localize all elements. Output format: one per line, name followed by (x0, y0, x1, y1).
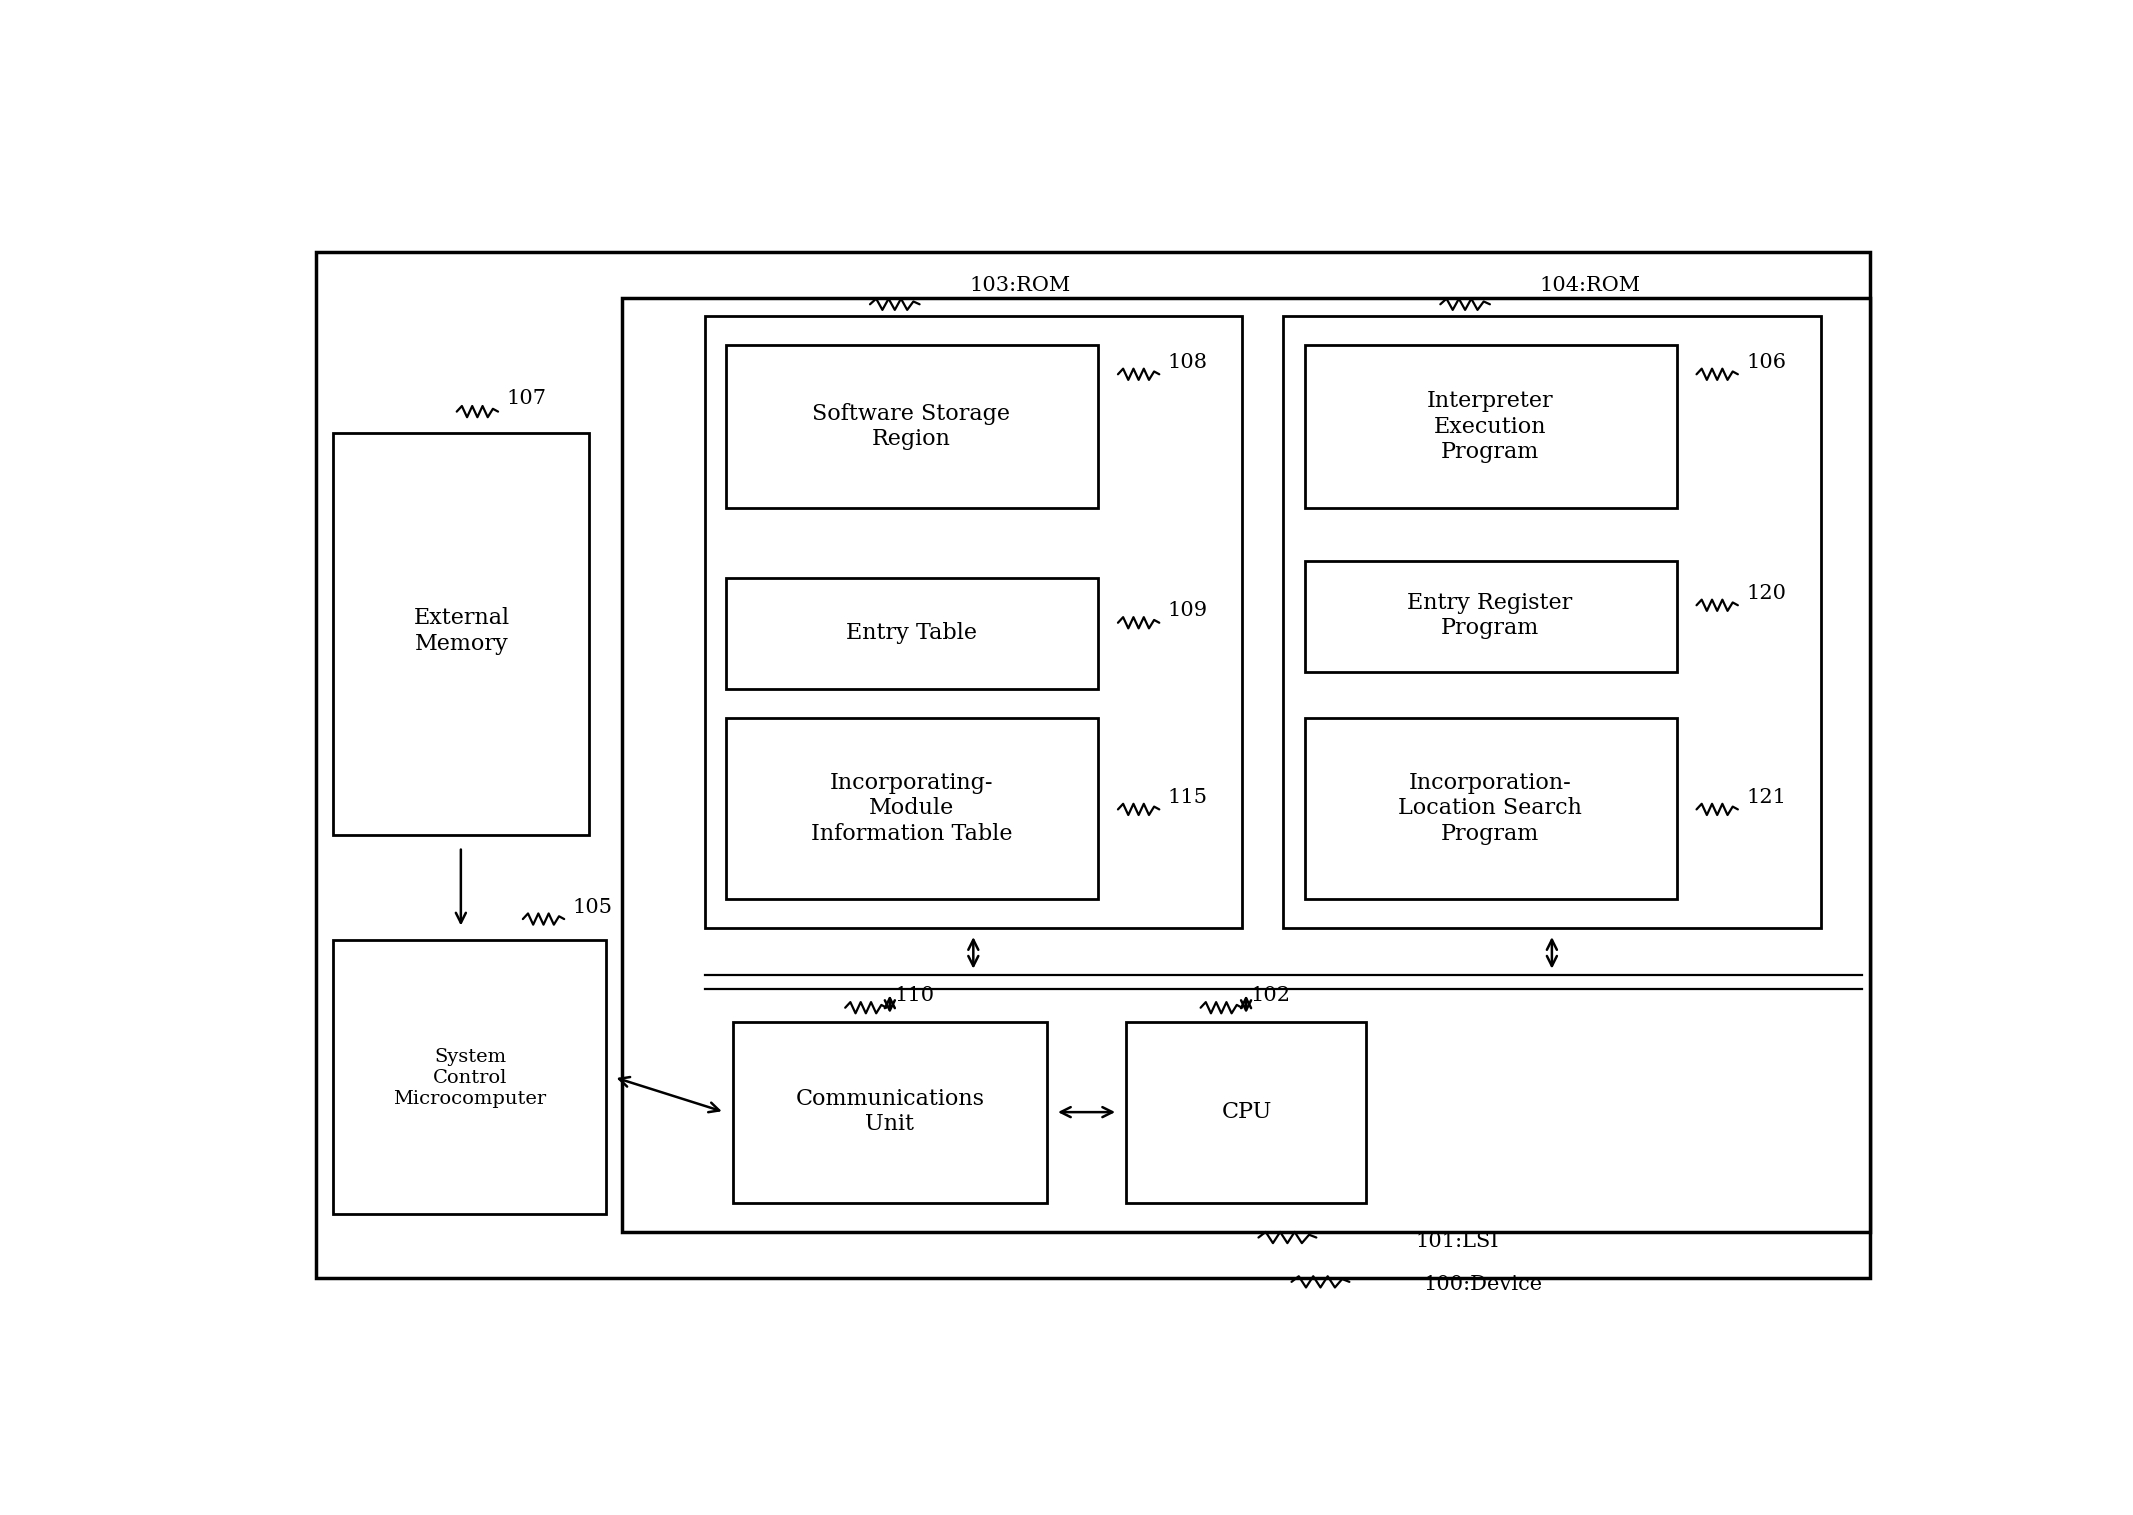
Bar (734, 1021, 1047, 1203)
Text: External
Memory: External Memory (414, 608, 510, 654)
Text: 100:Device: 100:Device (1425, 1274, 1542, 1294)
Bar (333, 939, 606, 1214)
Text: 106: 106 (1747, 353, 1785, 373)
Bar (1305, 561, 1677, 671)
Text: 108: 108 (1167, 353, 1207, 373)
Bar (1305, 345, 1677, 509)
Text: 104:ROM: 104:ROM (1540, 276, 1640, 295)
Text: 102: 102 (1250, 986, 1290, 1006)
Text: Communications
Unit: Communications Unit (796, 1088, 983, 1135)
Text: Entry Table: Entry Table (847, 623, 977, 644)
Text: Incorporation-
Location Search
Program: Incorporation- Location Search Program (1397, 771, 1583, 845)
Text: 107: 107 (506, 389, 546, 408)
Bar (1126, 1021, 1365, 1203)
Text: 101:LSI: 101:LSI (1416, 1232, 1499, 1250)
Text: 103:ROM: 103:ROM (968, 276, 1071, 295)
Text: Entry Register
Program: Entry Register Program (1408, 592, 1572, 639)
Text: 105: 105 (572, 898, 612, 917)
Bar (623, 298, 1871, 1232)
Bar (316, 251, 1871, 1279)
Bar (725, 718, 1098, 900)
Bar (1284, 317, 1822, 929)
Text: 110: 110 (896, 986, 934, 1006)
Bar (725, 345, 1098, 509)
Text: 121: 121 (1747, 788, 1785, 807)
Text: CPU: CPU (1222, 1100, 1271, 1123)
Bar (1305, 718, 1677, 900)
Bar (333, 433, 589, 835)
Text: Interpreter
Execution
Program: Interpreter Execution Program (1427, 391, 1553, 464)
Text: System
Control
Microcomputer: System Control Microcomputer (392, 1048, 546, 1107)
Text: 109: 109 (1167, 601, 1207, 621)
Text: Incorporating-
Module
Information Table: Incorporating- Module Information Table (811, 771, 1011, 845)
Bar (704, 317, 1241, 929)
Text: 115: 115 (1167, 788, 1207, 807)
Bar (725, 579, 1098, 689)
Text: Software Storage
Region: Software Storage Region (813, 403, 1011, 450)
Text: 120: 120 (1747, 583, 1785, 603)
